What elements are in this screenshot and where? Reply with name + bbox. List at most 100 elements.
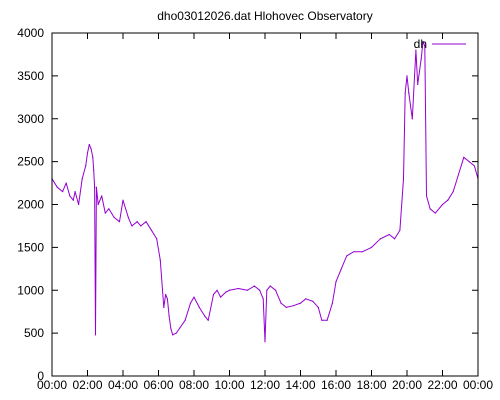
data-point [292, 305, 294, 307]
data-point [269, 285, 271, 287]
y-tick-label: 3000 [17, 112, 44, 126]
data-point [434, 212, 436, 214]
data-point [340, 268, 342, 270]
data-point [170, 328, 172, 330]
data-point [212, 293, 215, 296]
data-point [118, 221, 121, 223]
data-point [353, 251, 355, 253]
x-tick-label: 12:00 [250, 378, 280, 392]
x-tick-label: 14:00 [285, 378, 315, 392]
data-point [94, 186, 96, 188]
data-point [204, 315, 206, 317]
data-point [420, 58, 422, 60]
data-point [312, 300, 314, 302]
data-point [179, 327, 181, 329]
data-point [335, 281, 337, 283]
x-tick-label: 16:00 [321, 378, 351, 392]
x-tick-label: 04:00 [108, 378, 138, 392]
data-point [237, 287, 239, 290]
data-point [156, 238, 158, 240]
data-point [468, 161, 470, 163]
data-point [136, 221, 138, 223]
data-point [285, 306, 287, 308]
data-point [422, 40, 424, 43]
data-point [408, 92, 410, 94]
data-point [127, 216, 129, 218]
data-point [393, 238, 396, 240]
y-tick-label: 500 [24, 326, 44, 340]
data-point [104, 212, 106, 214]
data-point [346, 255, 348, 257]
data-point [172, 334, 174, 336]
data-point [94, 334, 97, 336]
data-point [317, 306, 319, 308]
data-point [97, 203, 99, 206]
data-point [447, 199, 449, 201]
data-point [321, 319, 323, 321]
x-tick-label: 08:00 [179, 378, 209, 392]
data-point [86, 152, 89, 154]
data-point [198, 306, 200, 308]
data-point [429, 208, 431, 210]
data-point [220, 296, 222, 298]
data-point [417, 83, 419, 86]
data-point [305, 298, 307, 300]
plot-area [51, 40, 479, 343]
legend: dh [414, 37, 466, 51]
data-point [92, 156, 94, 158]
data-point [72, 199, 74, 201]
data-point [131, 225, 133, 227]
data-point [150, 229, 152, 231]
data-point [379, 238, 381, 240]
y-tick-label: 3500 [17, 69, 44, 83]
y-tick-label: 2500 [17, 155, 44, 169]
data-point [165, 293, 167, 296]
data-point [145, 221, 147, 223]
data-point [85, 165, 87, 167]
data-point [463, 156, 465, 158]
data-point [259, 289, 261, 291]
x-tick-label: 00:00 [463, 378, 493, 392]
data-point [404, 92, 406, 94]
data-point [280, 302, 282, 304]
data-point [166, 298, 168, 300]
data-point [189, 302, 192, 304]
data-point [406, 75, 408, 77]
data-point [175, 332, 177, 334]
data-point [425, 195, 428, 197]
chart-title: dho03012026.dat Hlohovec Observatory [157, 9, 372, 23]
data-point [101, 195, 103, 197]
y-tick-label: 4000 [17, 26, 44, 40]
data-point [159, 259, 161, 261]
data-point [140, 225, 142, 227]
data-point [93, 169, 95, 171]
legend-label-dh: dh [414, 37, 427, 51]
x-tick-label: 22:00 [427, 378, 457, 392]
x-tick-label: 10:00 [214, 378, 244, 392]
data-point [452, 191, 454, 193]
x-tick-label: 18:00 [356, 378, 386, 392]
data-point [331, 302, 334, 304]
data-point [168, 315, 170, 317]
series-line-dh [51, 41, 479, 343]
data-point [78, 203, 80, 206]
data-point [207, 319, 209, 321]
data-point [264, 341, 266, 343]
data-point [246, 289, 248, 291]
data-point [122, 199, 124, 201]
data-point [415, 49, 417, 51]
y-tick-label: 0 [37, 369, 44, 383]
y-tick-label: 1500 [17, 240, 44, 254]
data-point [473, 165, 476, 167]
data-point [56, 186, 58, 188]
data-point [266, 289, 268, 291]
data-point [113, 216, 115, 218]
data-point [399, 229, 401, 231]
data-point [69, 195, 71, 197]
tick-labels: 00:00 02:00 04:00 06:00 08:00 10:00 12:00 14:00… [17, 26, 493, 392]
data-point [74, 191, 76, 193]
data-point [424, 45, 426, 47]
data-point [81, 178, 83, 180]
x-tick-label: 20:00 [392, 378, 422, 392]
